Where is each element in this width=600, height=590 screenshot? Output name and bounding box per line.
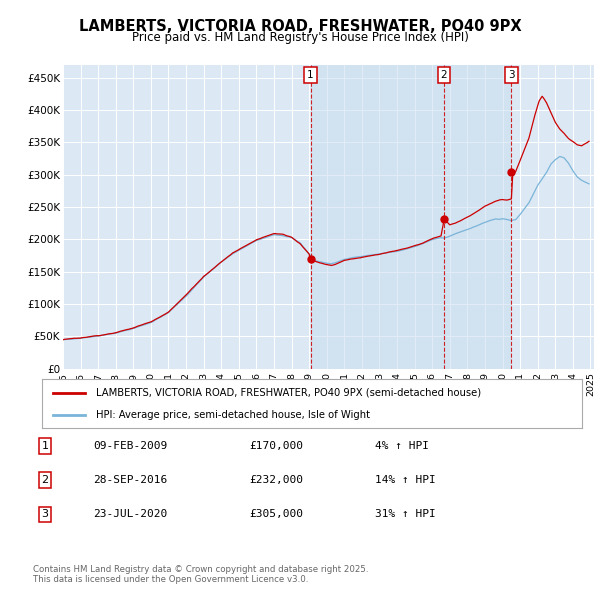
Text: 28-SEP-2016: 28-SEP-2016 [93,476,167,485]
Text: Price paid vs. HM Land Registry's House Price Index (HPI): Price paid vs. HM Land Registry's House … [131,31,469,44]
Text: 14% ↑ HPI: 14% ↑ HPI [375,476,436,485]
Text: LAMBERTS, VICTORIA ROAD, FRESHWATER, PO40 9PX (semi-detached house): LAMBERTS, VICTORIA ROAD, FRESHWATER, PO4… [96,388,481,398]
Text: £170,000: £170,000 [249,441,303,451]
Text: £305,000: £305,000 [249,510,303,519]
Text: 2: 2 [41,476,49,485]
Text: 4% ↑ HPI: 4% ↑ HPI [375,441,429,451]
Text: LAMBERTS, VICTORIA ROAD, FRESHWATER, PO40 9PX: LAMBERTS, VICTORIA ROAD, FRESHWATER, PO4… [79,19,521,34]
Bar [311,65,511,369]
Text: 1: 1 [41,441,49,451]
Text: 3: 3 [508,70,515,80]
Text: 31% ↑ HPI: 31% ↑ HPI [375,510,436,519]
Text: 3: 3 [41,510,49,519]
Text: HPI: Average price, semi-detached house, Isle of Wight: HPI: Average price, semi-detached house,… [96,410,370,420]
Text: 09-FEB-2009: 09-FEB-2009 [93,441,167,451]
Text: Contains HM Land Registry data © Crown copyright and database right 2025.
This d: Contains HM Land Registry data © Crown c… [33,565,368,584]
Text: 1: 1 [307,70,314,80]
Text: £232,000: £232,000 [249,476,303,485]
Text: 23-JUL-2020: 23-JUL-2020 [93,510,167,519]
Text: 2: 2 [440,70,447,80]
